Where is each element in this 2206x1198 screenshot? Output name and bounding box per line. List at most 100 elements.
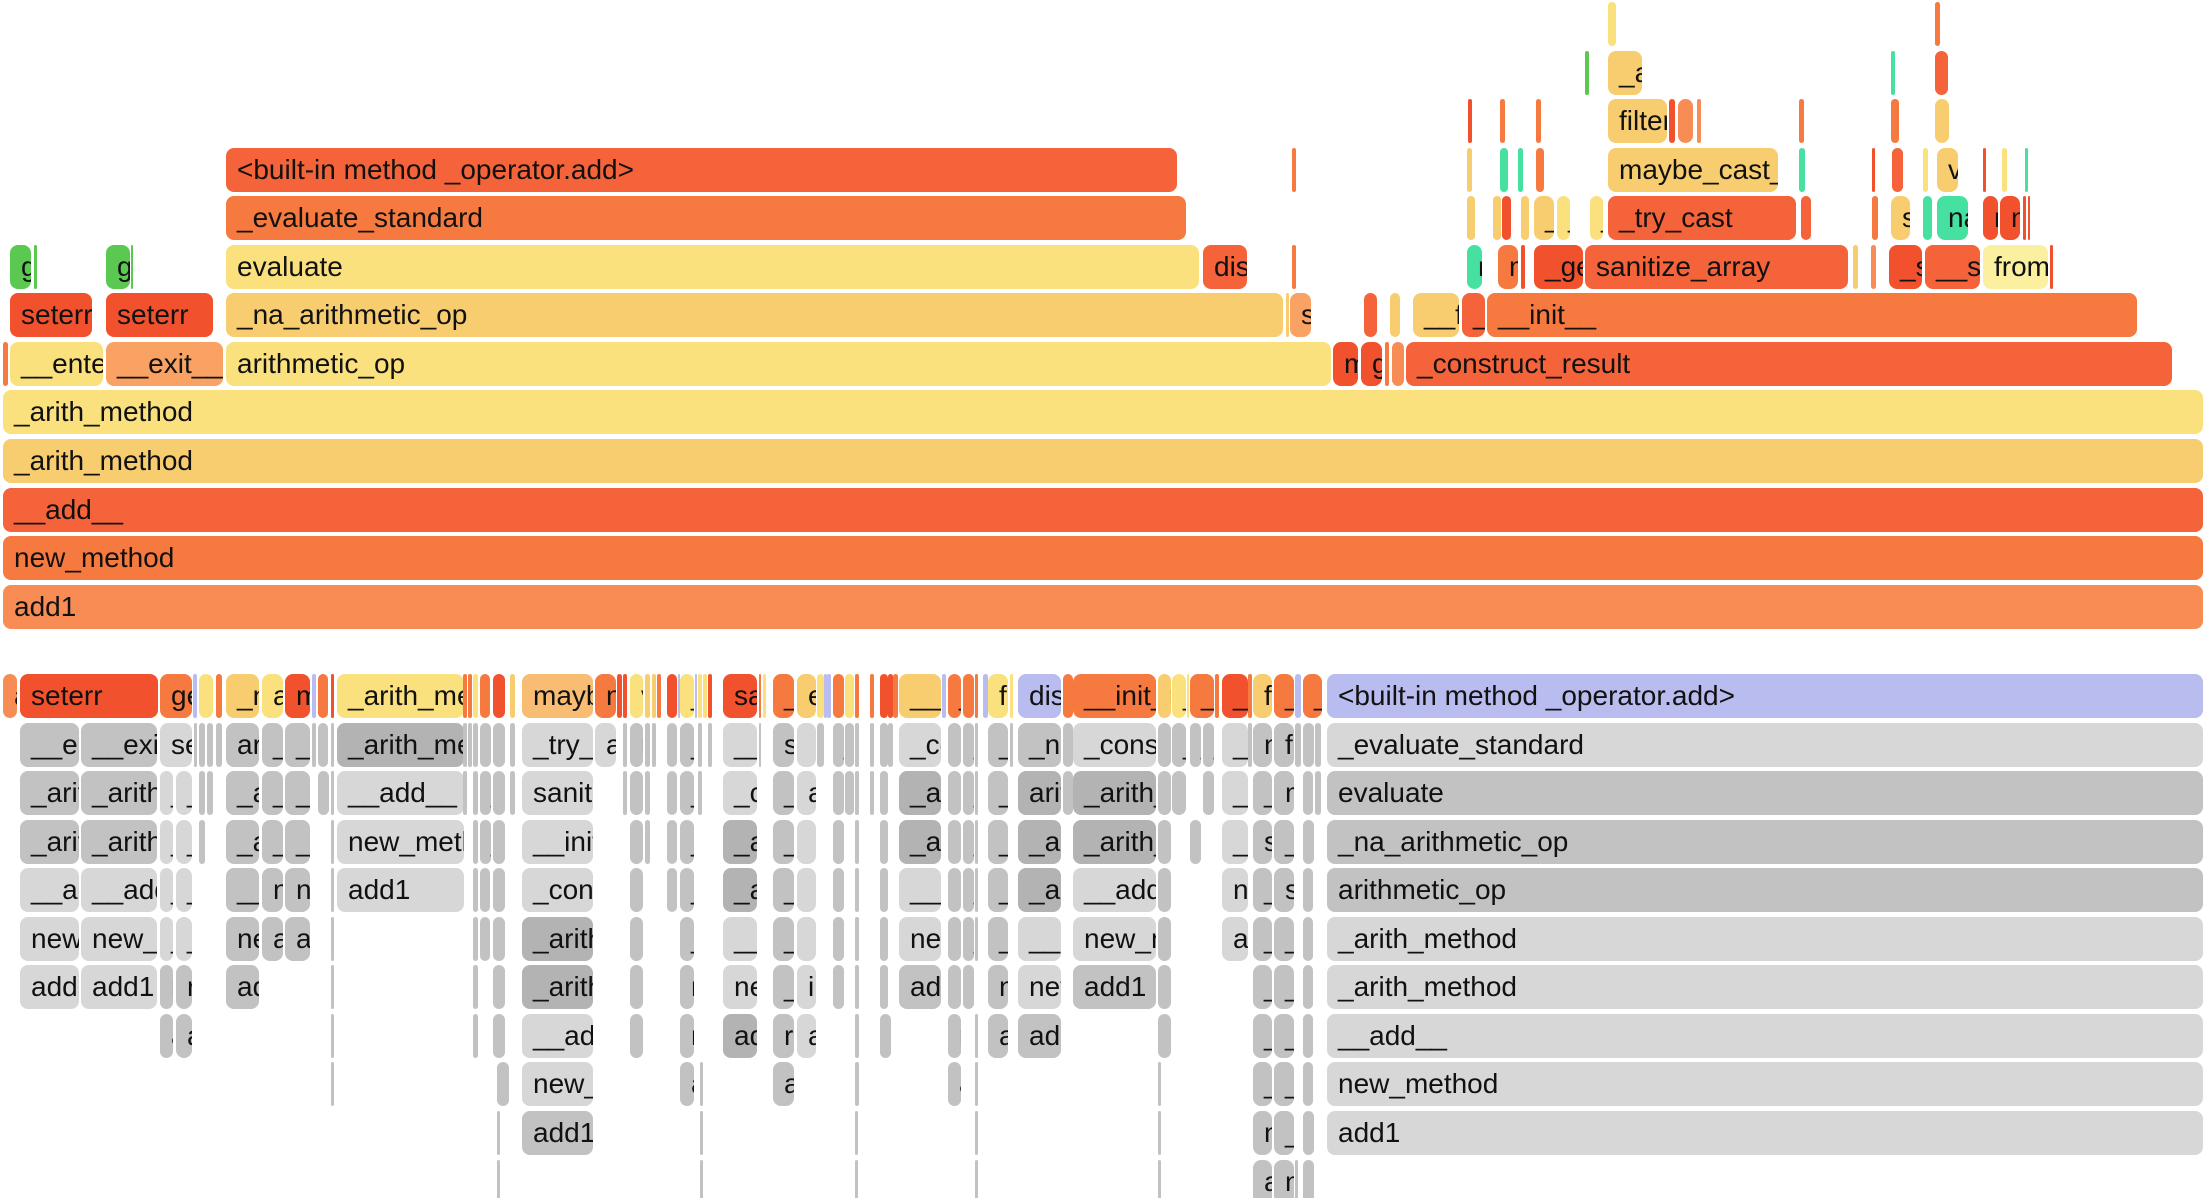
frame-__[interactable]: __ — [285, 820, 310, 864]
frame-__[interactable]: __ — [723, 723, 757, 767]
frame-add1[interactable]: add1 — [3, 585, 2203, 629]
frame-_arit[interactable]: _arit — [20, 820, 79, 864]
frame-sliver[interactable] — [870, 723, 874, 767]
frame-_[interactable]: _ — [680, 820, 694, 864]
frame-sliver[interactable] — [827, 674, 831, 718]
frame-_[interactable]: _ — [773, 771, 794, 815]
frame-_[interactable]: _ — [963, 771, 974, 815]
frame-sliver[interactable] — [645, 820, 650, 864]
frame-_cons[interactable]: _cons — [522, 868, 593, 912]
frame-n[interactable]: n — [2000, 196, 2020, 240]
frame-new_m[interactable]: new_m — [1073, 917, 1156, 961]
frame-a[interactable]: a — [285, 917, 310, 961]
frame-g[interactable]: g — [1361, 342, 1382, 386]
frame-_[interactable]: _ — [176, 771, 192, 815]
frame-m[interactable]: m — [285, 674, 310, 718]
frame-_[interactable]: _ — [1590, 196, 1603, 240]
frame-sliver[interactable] — [652, 723, 656, 767]
frame-sliver[interactable] — [1010, 674, 1013, 718]
frame-sliver[interactable] — [833, 674, 844, 718]
frame-sliver[interactable] — [1315, 771, 1321, 815]
frame-r[interactable]: r — [1467, 245, 1482, 289]
frame-sliver[interactable] — [870, 674, 874, 718]
frame-new_n[interactable]: new_n — [81, 917, 157, 961]
frame-a[interactable]: a — [680, 1062, 694, 1106]
frame-sliver[interactable] — [331, 723, 334, 767]
frame-sliver[interactable] — [216, 723, 222, 767]
frame-_[interactable]: _ — [773, 965, 794, 1009]
frame-sliver[interactable] — [942, 674, 946, 718]
frame-sliver[interactable] — [1172, 771, 1186, 815]
frame-v[interactable]: v — [630, 674, 643, 718]
frame-_[interactable]: _ — [176, 868, 192, 912]
frame-maybe[interactable]: maybe — [522, 674, 593, 718]
frame-a[interactable]: a — [1190, 820, 1201, 864]
frame-r[interactable]: r — [160, 965, 173, 1009]
frame-sliver[interactable] — [480, 868, 490, 912]
frame-sliver[interactable] — [833, 965, 844, 1009]
frame-sliver[interactable] — [833, 771, 844, 815]
frame-__[interactable]: __ — [226, 868, 259, 912]
frame-r[interactable]: r — [680, 1014, 694, 1058]
frame-sliver[interactable] — [1303, 965, 1313, 1009]
frame-sliver[interactable] — [824, 674, 827, 718]
frame-sliver[interactable] — [667, 723, 677, 767]
frame-sliver[interactable] — [1935, 99, 1949, 143]
frame-sliver[interactable] — [797, 723, 816, 767]
frame-sliver[interactable] — [493, 917, 505, 961]
frame-sliver[interactable] — [1872, 148, 1875, 192]
frame-sliver[interactable] — [888, 723, 893, 767]
frame-_[interactable]: _ — [1172, 723, 1186, 767]
frame-ad[interactable]: ad — [723, 1014, 757, 1058]
frame-s[interactable]: s — [1274, 868, 1294, 912]
frame-sliver[interactable] — [493, 674, 505, 718]
frame-sliver[interactable] — [331, 674, 334, 718]
frame-sliver[interactable] — [1292, 148, 1296, 192]
frame-_[interactable]: _ — [680, 917, 694, 961]
frame-sliver[interactable] — [34, 245, 37, 289]
frame-_arith_me[interactable]: _arith_me — [337, 723, 464, 767]
frame-sliver[interactable] — [1158, 820, 1171, 864]
frame-nev[interactable]: nev — [1018, 965, 1061, 1009]
frame-sliver[interactable] — [983, 674, 988, 718]
frame-_na_arithmetic_op[interactable]: _na_arithmetic_op — [1327, 820, 2203, 864]
frame-sliver[interactable] — [700, 1160, 703, 1198]
frame-_[interactable]: _ — [773, 674, 794, 718]
frame-sliver[interactable] — [797, 868, 816, 912]
frame-sliver[interactable] — [1292, 245, 1296, 289]
frame-sliver[interactable] — [855, 771, 859, 815]
frame-ge[interactable]: ge — [160, 674, 192, 718]
frame-sliver[interactable] — [199, 771, 205, 815]
frame-r[interactable]: r — [176, 965, 192, 1009]
frame-sliver[interactable] — [1871, 245, 1876, 289]
frame-disp[interactable]: disp — [1203, 245, 1247, 289]
frame-n[interactable]: n — [262, 868, 283, 912]
frame-sliver[interactable] — [975, 771, 978, 815]
frame-maybe_cast_t[interactable]: maybe_cast_t — [1608, 148, 1778, 192]
frame-__add[interactable]: __add — [81, 868, 157, 912]
frame-_a[interactable]: _a — [285, 771, 310, 815]
frame-_arith_method[interactable]: _arith_method — [3, 390, 2203, 434]
frame-_[interactable]: _ — [988, 868, 1008, 912]
frame-arithmetic_op[interactable]: arithmetic_op — [1327, 868, 2203, 912]
frame-_[interactable]: _ — [948, 674, 961, 718]
frame-_[interactable]: _ — [160, 771, 173, 815]
frame-sliver[interactable] — [667, 868, 677, 912]
frame-_try_cast[interactable]: _try_cast — [1608, 196, 1796, 240]
frame-a[interactable]: a — [1253, 1160, 1272, 1198]
frame-_[interactable]: _ — [963, 723, 974, 767]
frame-ad[interactable]: ad — [226, 965, 259, 1009]
frame-n[interactable]: n — [1253, 723, 1272, 767]
frame-sliver[interactable] — [630, 1014, 643, 1058]
frame-sliver[interactable] — [331, 771, 334, 815]
frame-filter[interactable]: filter — [1608, 99, 1667, 143]
frame-_n[interactable]: _n — [226, 674, 259, 718]
frame-sliver[interactable] — [1521, 196, 1529, 240]
frame-_ar[interactable]: _ar — [899, 820, 941, 864]
frame-sliver[interactable] — [1872, 196, 1878, 240]
frame-sliver[interactable] — [630, 965, 643, 1009]
frame-sliver[interactable] — [948, 723, 961, 767]
frame-sliver[interactable] — [2002, 148, 2007, 192]
frame-sliver[interactable] — [975, 1062, 978, 1106]
frame-sliver[interactable] — [1678, 99, 1693, 143]
